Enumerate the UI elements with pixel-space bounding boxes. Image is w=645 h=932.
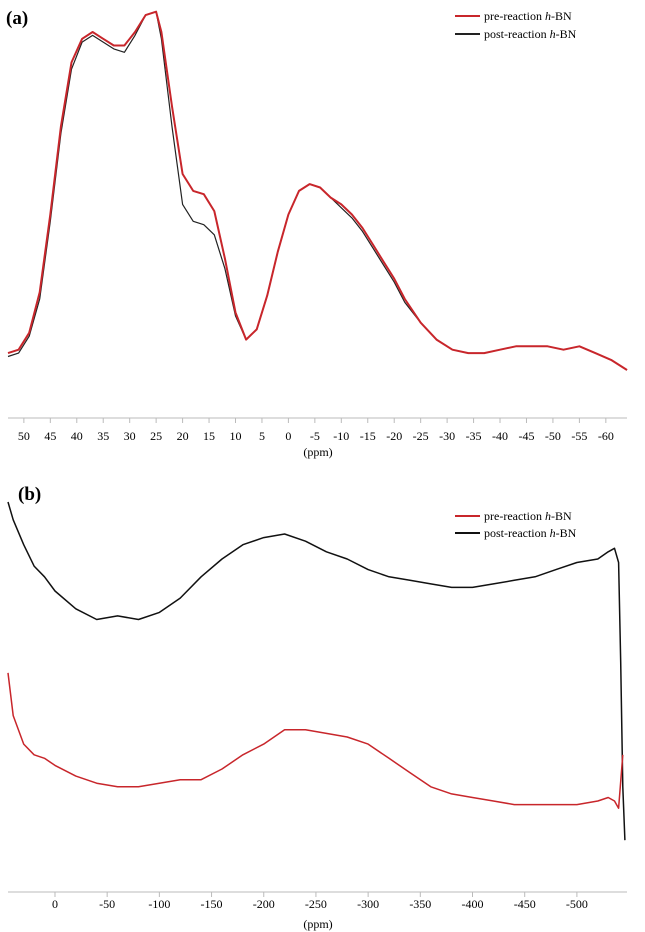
x-tick-label-b: -350 bbox=[409, 897, 431, 911]
panel-a-label: (a) bbox=[6, 8, 28, 29]
panel-b-label: (b) bbox=[18, 484, 41, 505]
x-tick-label-a: -20 bbox=[386, 429, 402, 443]
x-tick-label-a: -60 bbox=[598, 429, 614, 443]
x-tick-label-b: 0 bbox=[52, 897, 58, 911]
x-tick-label-b: -150 bbox=[201, 897, 223, 911]
x-tick-label-b: -200 bbox=[253, 897, 275, 911]
x-tick-label-a: -10 bbox=[333, 429, 349, 443]
x-tick-label-b: -50 bbox=[99, 897, 115, 911]
pre-reaction-series-line-b bbox=[7, 672, 624, 809]
post-reaction-series-line-a bbox=[7, 11, 628, 371]
x-tick-label-b: -450 bbox=[514, 897, 536, 911]
x-tick-label-a: -5 bbox=[310, 429, 320, 443]
panel-a-legend: pre-reaction h-BN post-reaction h-BN bbox=[455, 9, 577, 41]
x-tick-label-a: 30 bbox=[124, 429, 136, 443]
x-tick-label-a: 15 bbox=[203, 429, 215, 443]
panel-b: (b) pre-reaction h-BN post-reaction h-BN… bbox=[7, 484, 627, 931]
legend-label-pre-b: pre-reaction h-BN bbox=[484, 509, 572, 523]
x-tick-label-a: -30 bbox=[439, 429, 455, 443]
x-tick-label-a: 5 bbox=[259, 429, 265, 443]
x-tick-label-b: -250 bbox=[305, 897, 327, 911]
x-tick-label-a: -55 bbox=[571, 429, 587, 443]
panel-b-legend: pre-reaction h-BN post-reaction h-BN bbox=[455, 509, 577, 540]
legend-label-post-b: post-reaction h-BN bbox=[484, 526, 577, 540]
x-tick-label-a: -25 bbox=[413, 429, 429, 443]
x-tick-label-a: 25 bbox=[150, 429, 162, 443]
post-reaction-series-line-b bbox=[7, 501, 626, 841]
x-tick-label-b: -400 bbox=[462, 897, 484, 911]
legend-label-post-a: post-reaction h-BN bbox=[484, 27, 577, 41]
panel-a: (a) pre-reaction h-BN post-reaction h-BN… bbox=[6, 8, 628, 459]
x-tick-label-a: -50 bbox=[545, 429, 561, 443]
x-tick-label-a: 40 bbox=[71, 429, 83, 443]
legend-label-pre-a: pre-reaction h-BN bbox=[484, 9, 572, 23]
panel-b-x-axis-title: (ppm) bbox=[303, 917, 332, 931]
x-tick-label-b: -100 bbox=[148, 897, 170, 911]
x-tick-label-b: -300 bbox=[357, 897, 379, 911]
x-tick-label-a: -40 bbox=[492, 429, 508, 443]
x-tick-label-a: -15 bbox=[360, 429, 376, 443]
x-tick-label-a: 50 bbox=[18, 429, 30, 443]
x-tick-label-a: 45 bbox=[44, 429, 56, 443]
x-tick-label-a: 20 bbox=[177, 429, 189, 443]
x-tick-label-a: -45 bbox=[518, 429, 534, 443]
x-tick-label-b: -500 bbox=[566, 897, 588, 911]
panel-a-x-axis-title: (ppm) bbox=[303, 445, 332, 459]
pre-reaction-series-line-a bbox=[7, 10, 628, 371]
x-tick-label-a: -35 bbox=[466, 429, 482, 443]
x-tick-label-a: 35 bbox=[97, 429, 109, 443]
x-tick-label-a: 0 bbox=[285, 429, 291, 443]
x-tick-label-a: 10 bbox=[229, 429, 241, 443]
